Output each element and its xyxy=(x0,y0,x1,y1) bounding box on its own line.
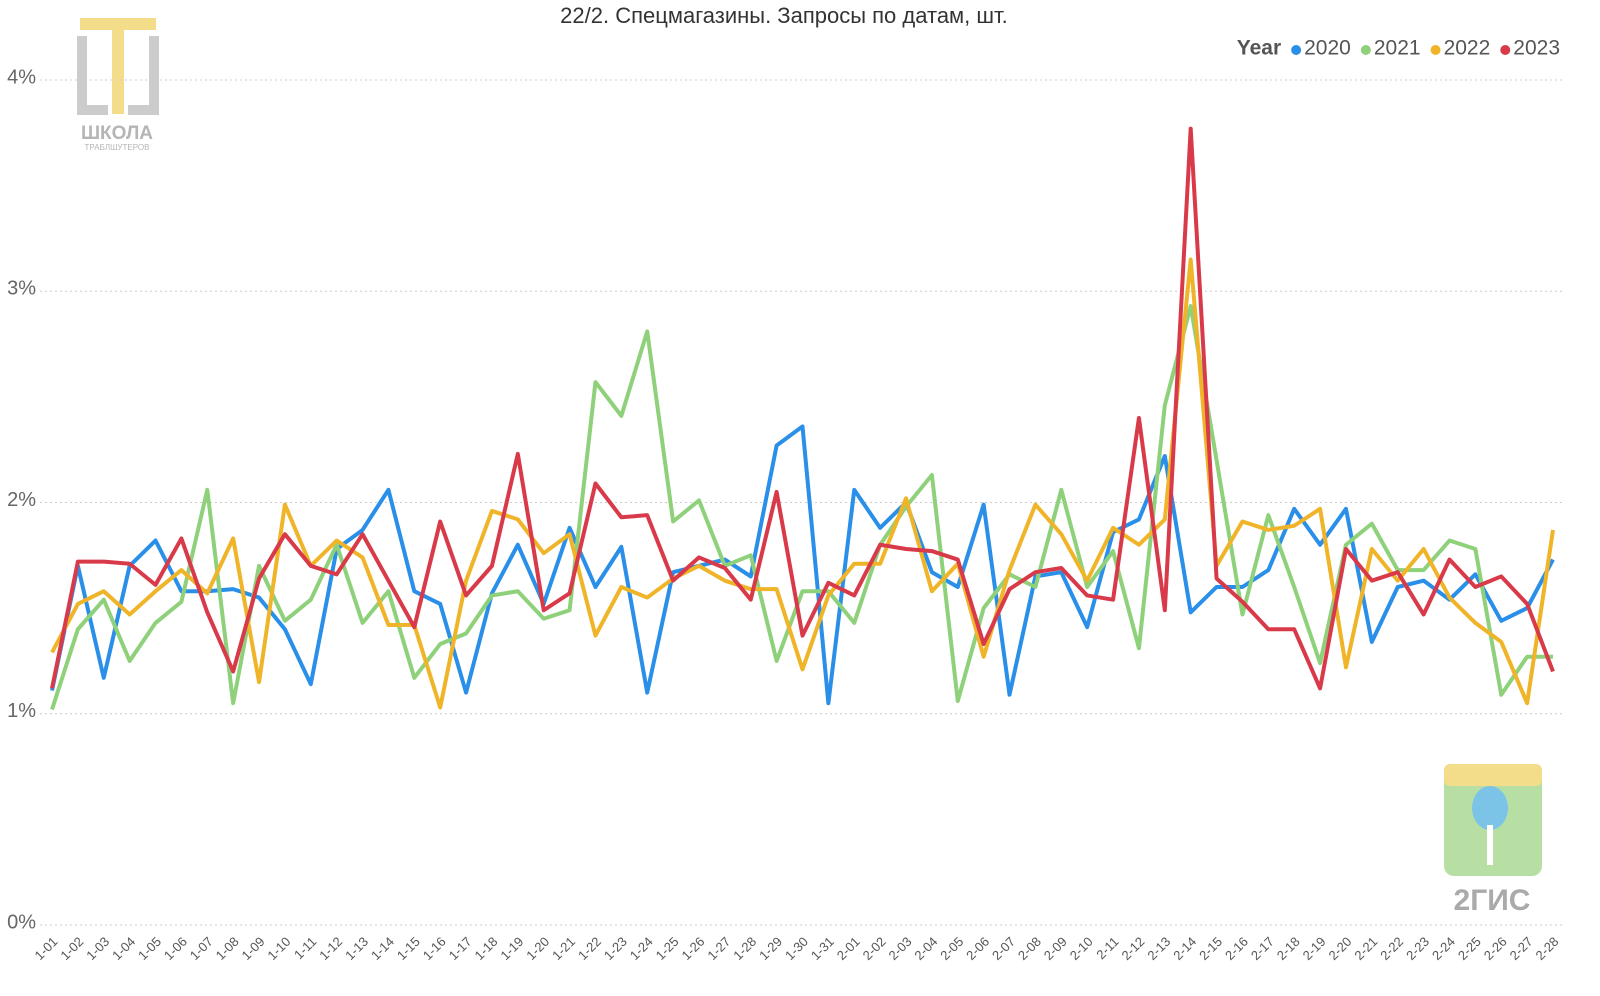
x-tick-label: 2-10 xyxy=(1067,934,1096,963)
y-tick-label: 3% xyxy=(7,278,36,300)
x-tick-label: 2-26 xyxy=(1481,934,1510,963)
x-tick-label: 1-12 xyxy=(316,934,345,963)
logo-text: 2ГИС xyxy=(1454,884,1531,917)
x-tick-label: 1-15 xyxy=(394,934,423,963)
y-tick-label: 1% xyxy=(7,700,36,722)
x-tick-label: 2-21 xyxy=(1351,934,1380,963)
x-tick-label: 1-16 xyxy=(420,934,449,963)
logo-text: ТРАБЛШУТЕРОВ xyxy=(85,143,150,152)
x-tick-label: 2-06 xyxy=(963,934,992,963)
x-tick-label: 2-04 xyxy=(911,934,940,963)
x-tick-label: 1-21 xyxy=(549,934,578,963)
x-tick-label: 1-11 xyxy=(291,934,319,962)
x-tick-label: 2-28 xyxy=(1533,934,1562,963)
y-tick-label: 4% xyxy=(7,66,36,88)
x-tick-label: 1-18 xyxy=(471,934,500,963)
series-line xyxy=(50,304,1553,711)
x-tick-label: 1-27 xyxy=(704,934,733,963)
x-tick-label: 1-01 xyxy=(32,934,61,963)
x-tick-label: 1-22 xyxy=(575,934,604,963)
logo-shape xyxy=(1472,786,1508,830)
legend-marker xyxy=(1291,45,1302,55)
legend-marker xyxy=(1500,45,1511,55)
x-tick-label: 1-20 xyxy=(523,934,552,963)
x-tick-label: 1-09 xyxy=(239,934,268,963)
x-tick-label: 2-25 xyxy=(1455,934,1484,963)
x-tick-label: 2-17 xyxy=(1248,934,1277,963)
logo-2gis: 2ГИС xyxy=(1444,764,1542,917)
x-tick-label: 2-19 xyxy=(1300,934,1329,963)
series-line xyxy=(50,257,1555,710)
x-tick-label: 1-30 xyxy=(782,934,811,963)
logo-shape xyxy=(77,36,159,115)
x-tick-label: 2-13 xyxy=(1144,934,1173,963)
x-tick-label: 2-05 xyxy=(937,934,966,963)
x-tick-label: 2-22 xyxy=(1377,934,1406,963)
legend-marker xyxy=(1430,45,1441,55)
legend-label: 2022 xyxy=(1444,37,1491,60)
x-tick-label: 1-08 xyxy=(213,934,242,963)
x-tick-label: 1-17 xyxy=(446,934,475,963)
x-tick-label: 1-04 xyxy=(109,934,138,963)
logo-school: ШКОЛА ТРАБЛШУТЕРОВ xyxy=(77,18,159,152)
logo-shape xyxy=(1444,764,1542,786)
x-tick-label: 1-13 xyxy=(342,934,371,963)
y-tick-label: 0% xyxy=(7,911,36,933)
x-tick-label: 1-23 xyxy=(601,934,630,963)
x-tick-label: 2-15 xyxy=(1196,934,1225,963)
x-tick-label: 1-29 xyxy=(756,934,785,963)
x-tick-label: 1-31 xyxy=(808,934,837,963)
x-tick-label: 2-02 xyxy=(860,934,889,963)
x-tick-label: 1-03 xyxy=(83,934,112,963)
x-tick-label: 1-06 xyxy=(161,934,190,963)
x-tick-label: 2-08 xyxy=(1015,934,1044,963)
x-tick-label: 1-24 xyxy=(627,934,656,963)
x-tick-label: 1-02 xyxy=(57,934,86,963)
legend-marker xyxy=(1360,45,1371,55)
x-tick-label: 1-28 xyxy=(730,934,759,963)
x-tick-label: 2-18 xyxy=(1274,934,1303,963)
x-tick-label: 2-24 xyxy=(1429,934,1458,963)
x-tick-label: 2-07 xyxy=(989,934,1018,963)
logo-shape xyxy=(112,18,124,114)
x-tick-label: 2-09 xyxy=(1041,934,1070,963)
x-tick-label: 1-25 xyxy=(653,934,682,963)
chart-title: 22/2. Спецмагазины. Запросы по датам, шт… xyxy=(560,3,1008,28)
legend: Year 2020 2021 2022 2023 xyxy=(1237,37,1560,60)
x-tick-label: 1-07 xyxy=(187,934,216,963)
x-tick-label: 2-03 xyxy=(886,934,915,963)
x-tick-label: 1-19 xyxy=(497,934,526,963)
x-tick-label: 2-01 xyxy=(834,934,863,963)
x-tick-label: 2-23 xyxy=(1403,934,1432,963)
x-tick-label: 2-27 xyxy=(1507,934,1536,963)
legend-title: Year xyxy=(1237,37,1281,60)
y-tick-label: 2% xyxy=(7,489,36,511)
logo-text: ШКОЛА xyxy=(81,123,153,144)
x-tick-label: 2-16 xyxy=(1222,934,1251,963)
legend-label: 2021 xyxy=(1374,37,1421,60)
legend-label: 2020 xyxy=(1304,37,1351,60)
x-tick-label: 1-26 xyxy=(679,934,708,963)
legend-label: 2023 xyxy=(1513,37,1560,60)
x-tick-label: 1-05 xyxy=(135,934,164,963)
x-tick-label: 2-14 xyxy=(1170,934,1199,963)
x-tick-label: 2-11 xyxy=(1093,934,1121,962)
x-tick-label: 2-12 xyxy=(1118,934,1147,963)
x-tick-label: 1-14 xyxy=(368,934,397,963)
x-tick-label: 2-20 xyxy=(1326,934,1355,963)
series-line xyxy=(50,126,1555,691)
logo-shape xyxy=(1487,825,1493,865)
x-tick-label: 1-10 xyxy=(264,934,293,963)
